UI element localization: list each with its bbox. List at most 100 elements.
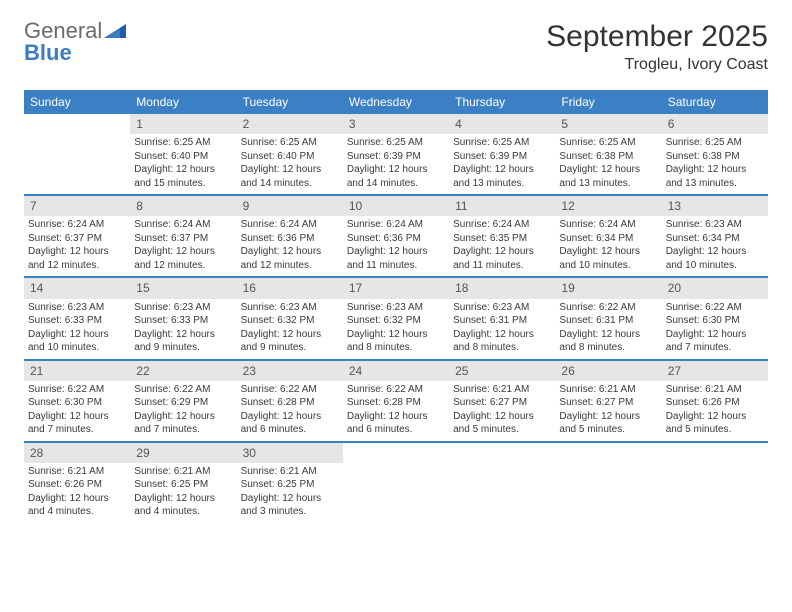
day-body: Sunrise: 6:22 AMSunset: 6:29 PMDaylight:… bbox=[130, 381, 236, 441]
day-cell: 21Sunrise: 6:22 AMSunset: 6:30 PMDayligh… bbox=[24, 361, 130, 441]
day-cell: 22Sunrise: 6:22 AMSunset: 6:29 PMDayligh… bbox=[130, 361, 236, 441]
daylight-text: Daylight: 12 hours and 8 minutes. bbox=[559, 328, 657, 355]
logo-text-part2: Blue bbox=[24, 40, 72, 65]
day-body: Sunrise: 6:22 AMSunset: 6:28 PMDaylight:… bbox=[343, 381, 449, 441]
day-number: 7 bbox=[24, 196, 130, 216]
day-number: 9 bbox=[237, 196, 343, 216]
day-number: 29 bbox=[130, 443, 236, 463]
day-number: 2 bbox=[237, 114, 343, 134]
daylight-text: Daylight: 12 hours and 3 minutes. bbox=[241, 492, 339, 519]
sunset-text: Sunset: 6:38 PM bbox=[666, 150, 764, 164]
sunset-text: Sunset: 6:40 PM bbox=[241, 150, 339, 164]
day-number: 21 bbox=[24, 361, 130, 381]
day-body: Sunrise: 6:23 AMSunset: 6:34 PMDaylight:… bbox=[662, 216, 768, 276]
sunset-text: Sunset: 6:33 PM bbox=[134, 314, 232, 328]
week-row: 7Sunrise: 6:24 AMSunset: 6:37 PMDaylight… bbox=[24, 196, 768, 278]
day-cell-empty bbox=[555, 443, 661, 523]
day-number: 28 bbox=[24, 443, 130, 463]
sunrise-text: Sunrise: 6:25 AM bbox=[241, 136, 339, 150]
day-body: Sunrise: 6:24 AMSunset: 6:37 PMDaylight:… bbox=[130, 216, 236, 276]
sunset-text: Sunset: 6:33 PM bbox=[28, 314, 126, 328]
weekday-cell: Wednesday bbox=[343, 90, 449, 114]
calendar: SundayMondayTuesdayWednesdayThursdayFrid… bbox=[24, 90, 768, 523]
day-body: Sunrise: 6:23 AMSunset: 6:33 PMDaylight:… bbox=[24, 299, 130, 359]
sunset-text: Sunset: 6:34 PM bbox=[666, 232, 764, 246]
day-cell: 2Sunrise: 6:25 AMSunset: 6:40 PMDaylight… bbox=[237, 114, 343, 194]
day-cell: 25Sunrise: 6:21 AMSunset: 6:27 PMDayligh… bbox=[449, 361, 555, 441]
day-cell: 17Sunrise: 6:23 AMSunset: 6:32 PMDayligh… bbox=[343, 278, 449, 358]
day-body: Sunrise: 6:21 AMSunset: 6:26 PMDaylight:… bbox=[24, 463, 130, 523]
header: General Blue September 2025 Trogleu, Ivo… bbox=[24, 20, 768, 74]
day-body: Sunrise: 6:24 AMSunset: 6:35 PMDaylight:… bbox=[449, 216, 555, 276]
day-body: Sunrise: 6:21 AMSunset: 6:27 PMDaylight:… bbox=[555, 381, 661, 441]
weekday-header-row: SundayMondayTuesdayWednesdayThursdayFrid… bbox=[24, 90, 768, 114]
day-body: Sunrise: 6:22 AMSunset: 6:30 PMDaylight:… bbox=[662, 299, 768, 359]
logo-triangle-icon bbox=[104, 18, 126, 43]
day-number: 15 bbox=[130, 278, 236, 298]
sunset-text: Sunset: 6:36 PM bbox=[241, 232, 339, 246]
sunrise-text: Sunrise: 6:21 AM bbox=[666, 383, 764, 397]
daylight-text: Daylight: 12 hours and 7 minutes. bbox=[28, 410, 126, 437]
day-body: Sunrise: 6:23 AMSunset: 6:32 PMDaylight:… bbox=[343, 299, 449, 359]
day-cell: 30Sunrise: 6:21 AMSunset: 6:25 PMDayligh… bbox=[237, 443, 343, 523]
sunrise-text: Sunrise: 6:25 AM bbox=[134, 136, 232, 150]
daylight-text: Daylight: 12 hours and 10 minutes. bbox=[559, 245, 657, 272]
day-cell: 18Sunrise: 6:23 AMSunset: 6:31 PMDayligh… bbox=[449, 278, 555, 358]
daylight-text: Daylight: 12 hours and 7 minutes. bbox=[134, 410, 232, 437]
sunrise-text: Sunrise: 6:22 AM bbox=[347, 383, 445, 397]
day-number: 10 bbox=[343, 196, 449, 216]
daylight-text: Daylight: 12 hours and 8 minutes. bbox=[453, 328, 551, 355]
sunrise-text: Sunrise: 6:21 AM bbox=[453, 383, 551, 397]
day-cell-empty bbox=[24, 114, 130, 194]
sunrise-text: Sunrise: 6:21 AM bbox=[28, 465, 126, 479]
sunrise-text: Sunrise: 6:25 AM bbox=[559, 136, 657, 150]
day-number: 12 bbox=[555, 196, 661, 216]
daylight-text: Daylight: 12 hours and 10 minutes. bbox=[28, 328, 126, 355]
day-body: Sunrise: 6:25 AMSunset: 6:40 PMDaylight:… bbox=[237, 134, 343, 194]
day-body: Sunrise: 6:25 AMSunset: 6:40 PMDaylight:… bbox=[130, 134, 236, 194]
week-row: 21Sunrise: 6:22 AMSunset: 6:30 PMDayligh… bbox=[24, 361, 768, 443]
daylight-text: Daylight: 12 hours and 11 minutes. bbox=[347, 245, 445, 272]
sunrise-text: Sunrise: 6:24 AM bbox=[134, 218, 232, 232]
daylight-text: Daylight: 12 hours and 6 minutes. bbox=[347, 410, 445, 437]
daylight-text: Daylight: 12 hours and 12 minutes. bbox=[241, 245, 339, 272]
weekday-cell: Tuesday bbox=[237, 90, 343, 114]
day-number: 24 bbox=[343, 361, 449, 381]
weekday-cell: Thursday bbox=[449, 90, 555, 114]
sunrise-text: Sunrise: 6:24 AM bbox=[347, 218, 445, 232]
sunset-text: Sunset: 6:32 PM bbox=[347, 314, 445, 328]
sunrise-text: Sunrise: 6:23 AM bbox=[134, 301, 232, 315]
sunrise-text: Sunrise: 6:21 AM bbox=[241, 465, 339, 479]
day-body: Sunrise: 6:25 AMSunset: 6:38 PMDaylight:… bbox=[662, 134, 768, 194]
sunset-text: Sunset: 6:30 PM bbox=[28, 396, 126, 410]
day-number: 30 bbox=[237, 443, 343, 463]
day-body: Sunrise: 6:24 AMSunset: 6:36 PMDaylight:… bbox=[237, 216, 343, 276]
day-cell: 4Sunrise: 6:25 AMSunset: 6:39 PMDaylight… bbox=[449, 114, 555, 194]
sunrise-text: Sunrise: 6:25 AM bbox=[347, 136, 445, 150]
weekday-cell: Monday bbox=[130, 90, 236, 114]
sunrise-text: Sunrise: 6:23 AM bbox=[453, 301, 551, 315]
sunset-text: Sunset: 6:35 PM bbox=[453, 232, 551, 246]
sunset-text: Sunset: 6:36 PM bbox=[347, 232, 445, 246]
weekday-cell: Friday bbox=[555, 90, 661, 114]
sunrise-text: Sunrise: 6:21 AM bbox=[134, 465, 232, 479]
day-body: Sunrise: 6:23 AMSunset: 6:31 PMDaylight:… bbox=[449, 299, 555, 359]
day-body: Sunrise: 6:25 AMSunset: 6:39 PMDaylight:… bbox=[343, 134, 449, 194]
day-body: Sunrise: 6:23 AMSunset: 6:32 PMDaylight:… bbox=[237, 299, 343, 359]
sunset-text: Sunset: 6:39 PM bbox=[347, 150, 445, 164]
daylight-text: Daylight: 12 hours and 15 minutes. bbox=[134, 163, 232, 190]
weekday-cell: Saturday bbox=[662, 90, 768, 114]
daylight-text: Daylight: 12 hours and 14 minutes. bbox=[347, 163, 445, 190]
daylight-text: Daylight: 12 hours and 4 minutes. bbox=[28, 492, 126, 519]
daylight-text: Daylight: 12 hours and 10 minutes. bbox=[666, 245, 764, 272]
day-cell: 14Sunrise: 6:23 AMSunset: 6:33 PMDayligh… bbox=[24, 278, 130, 358]
sunrise-text: Sunrise: 6:22 AM bbox=[134, 383, 232, 397]
sunset-text: Sunset: 6:25 PM bbox=[134, 478, 232, 492]
week-row: 1Sunrise: 6:25 AMSunset: 6:40 PMDaylight… bbox=[24, 114, 768, 196]
day-body: Sunrise: 6:22 AMSunset: 6:31 PMDaylight:… bbox=[555, 299, 661, 359]
day-cell: 3Sunrise: 6:25 AMSunset: 6:39 PMDaylight… bbox=[343, 114, 449, 194]
sunset-text: Sunset: 6:32 PM bbox=[241, 314, 339, 328]
day-body: Sunrise: 6:22 AMSunset: 6:30 PMDaylight:… bbox=[24, 381, 130, 441]
daylight-text: Daylight: 12 hours and 12 minutes. bbox=[28, 245, 126, 272]
sunrise-text: Sunrise: 6:24 AM bbox=[559, 218, 657, 232]
